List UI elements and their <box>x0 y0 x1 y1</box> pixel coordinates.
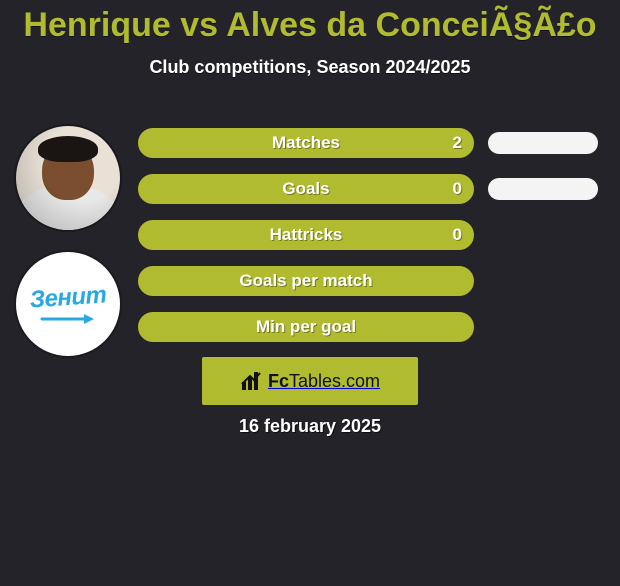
stat-row: Matches2 <box>138 128 608 158</box>
player-column: Зенит <box>8 126 128 356</box>
stat-bar-right <box>488 178 598 200</box>
stat-bar-left: Matches2 <box>138 128 474 158</box>
footer-date: 16 february 2025 <box>0 416 620 437</box>
stat-bar-left: Goals per match <box>138 266 474 296</box>
stat-label: Goals <box>140 179 472 199</box>
stat-label: Min per goal <box>140 317 472 337</box>
stat-row: Hattricks0 <box>138 220 608 250</box>
subtitle: Club competitions, Season 2024/2025 <box>0 57 620 78</box>
stat-bar-left: Min per goal <box>138 312 474 342</box>
stat-row: Goals0 <box>138 174 608 204</box>
stat-bar-left: Hattricks0 <box>138 220 474 250</box>
stat-label: Goals per match <box>140 271 472 291</box>
stat-label: Matches <box>140 133 472 153</box>
stat-row: Goals per match <box>138 266 608 296</box>
stat-bar-right <box>488 132 598 154</box>
stat-bar-left: Goals0 <box>138 174 474 204</box>
club-logo-text: Зенит <box>29 281 108 314</box>
stat-label: Hattricks <box>140 225 472 245</box>
fctables-link[interactable]: FcTables.com <box>202 357 418 405</box>
club-logo: Зенит <box>16 252 120 356</box>
club-logo-arrow-icon <box>40 312 96 326</box>
stat-rows: Matches2Goals0Hattricks0Goals per matchM… <box>138 128 608 358</box>
brand-text: FcTables.com <box>268 371 380 392</box>
stat-value-left: 0 <box>453 225 462 245</box>
bar-chart-icon <box>240 370 262 392</box>
stat-row: Min per goal <box>138 312 608 342</box>
stat-value-left: 0 <box>453 179 462 199</box>
player-avatar <box>16 126 120 230</box>
stat-value-left: 2 <box>453 133 462 153</box>
page-title: Henrique vs Alves da ConceiÃ§Ã£o <box>0 6 620 45</box>
